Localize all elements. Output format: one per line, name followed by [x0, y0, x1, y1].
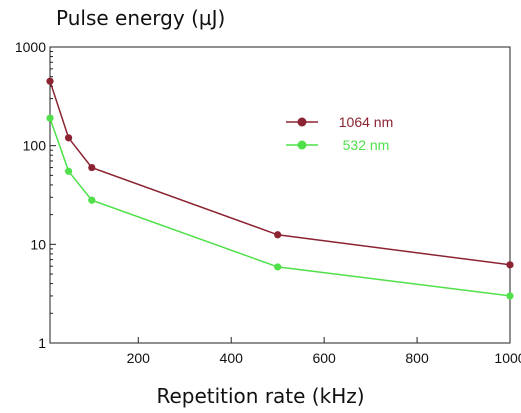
- x-tick-label: 800: [405, 350, 429, 366]
- y-tick-label: 100: [23, 138, 47, 154]
- y-tick-label: 1: [38, 335, 46, 351]
- data-point-532-nm: [64, 167, 73, 175]
- data-point-532-nm: [274, 263, 282, 271]
- axis-ticks: 200 400 600 800 1000 1 10 100 1000: [15, 39, 521, 366]
- x-tick-label: 600: [312, 350, 336, 366]
- legend-label-1064-nm: 1064 nm: [339, 114, 393, 130]
- data-point-1064-nm: [506, 261, 514, 269]
- x-tick-label: 400: [220, 350, 244, 366]
- y-tick-label: 10: [30, 236, 46, 252]
- data-point-532-nm: [88, 196, 96, 204]
- data-point-532-nm: [46, 114, 54, 122]
- legend: 1064 nm 532 nm: [286, 114, 393, 153]
- y-tick-label: 1000: [15, 39, 46, 55]
- legend-marker-532-nm: [297, 140, 307, 150]
- x-tick-label: 200: [127, 350, 151, 366]
- data-point-1064-nm: [46, 77, 54, 85]
- series-lines: [49, 80, 511, 297]
- legend-label-532-nm: 532 nm: [343, 137, 390, 153]
- data-point-532-nm: [506, 292, 514, 300]
- x-axis-label: Repetition rate (kHz): [156, 384, 365, 408]
- x-tick-label: 1000: [494, 350, 521, 366]
- data-point-1064-nm: [88, 163, 96, 172]
- data-point-1064-nm: [64, 134, 73, 142]
- series-points: [46, 77, 514, 300]
- plot-frame: [49, 46, 511, 344]
- legend-marker-1064-nm: [297, 117, 307, 127]
- data-point-1064-nm: [274, 231, 282, 239]
- chart-title: Pulse energy (µJ): [56, 6, 226, 30]
